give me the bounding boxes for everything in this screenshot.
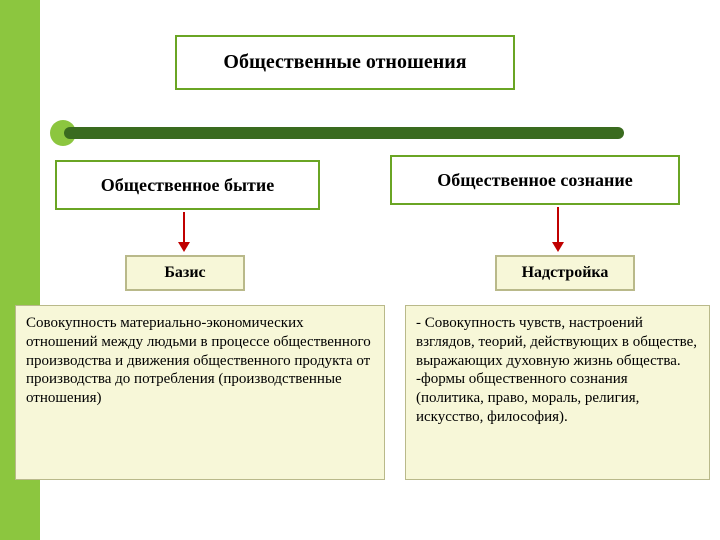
- diagram-area: Общественные отношения Общественное быти…: [40, 0, 720, 540]
- node-left-top: Общественное бытие: [55, 160, 320, 210]
- node-right-mid: Надстройка: [495, 255, 635, 291]
- decor-bar: [64, 127, 624, 139]
- node-left-top-label: Общественное бытие: [101, 175, 274, 196]
- node-right-top-label: Общественное сознание: [437, 170, 633, 191]
- arrow-right: [552, 207, 564, 252]
- node-title-label: Общественные отношения: [223, 51, 466, 74]
- node-left-mid-label: Базис: [164, 264, 205, 282]
- arrow-left: [178, 212, 190, 252]
- node-left-desc: Совокупность материально-экономических о…: [15, 305, 385, 480]
- node-title: Общественные отношения: [175, 35, 515, 90]
- node-right-mid-label: Надстройка: [522, 264, 609, 282]
- node-right-top: Общественное сознание: [390, 155, 680, 205]
- node-left-desc-text: Совокупность материально-экономических о…: [26, 315, 374, 406]
- node-right-desc-text: - Совокупность чувств, настроений взгляд…: [416, 315, 701, 425]
- node-right-desc: - Совокупность чувств, настроений взгляд…: [405, 305, 710, 480]
- node-left-mid: Базис: [125, 255, 245, 291]
